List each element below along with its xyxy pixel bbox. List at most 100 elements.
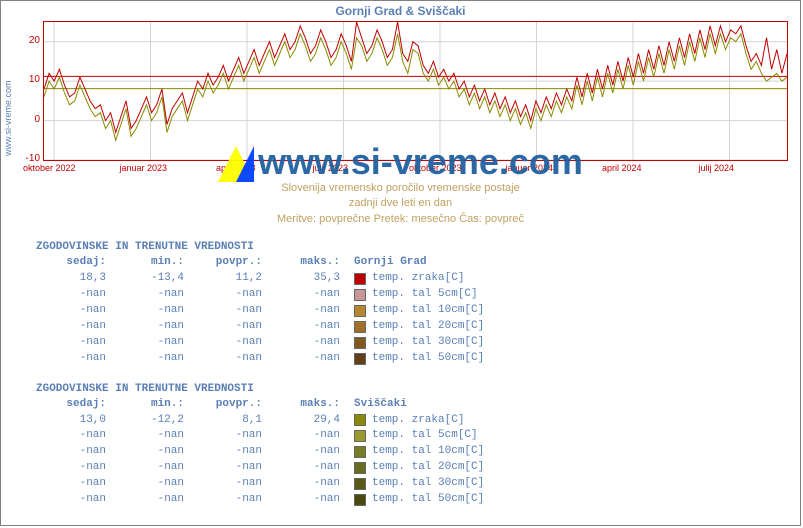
color-swatch-icon xyxy=(354,353,366,365)
table-header-row: sedaj:min.:povpr.:maks.:Gornji Grad xyxy=(36,255,484,271)
table-cell: -nan xyxy=(192,319,270,335)
table-cell: -nan xyxy=(114,444,192,460)
table-cell: -nan xyxy=(36,444,114,460)
table-row: -nan-nan-nan-nantemp. tal 10cm[C] xyxy=(36,444,484,460)
table-cell: -nan xyxy=(114,492,192,508)
color-swatch-icon xyxy=(354,337,366,349)
table-cell: 29,4 xyxy=(270,413,348,429)
table-header-cell: min.: xyxy=(114,255,192,271)
table-cell: -nan xyxy=(192,303,270,319)
table-cell: -nan xyxy=(270,287,348,303)
x-tick-label: januar 2024 xyxy=(505,163,553,173)
x-tick-label: oktober 2023 xyxy=(409,163,462,173)
legend-item: temp. tal 10cm[C] xyxy=(348,444,484,460)
table-cell: -nan xyxy=(192,460,270,476)
table-cell: -nan xyxy=(114,351,192,367)
table-row: -nan-nan-nan-nantemp. tal 20cm[C] xyxy=(36,460,484,476)
table-cell: -nan xyxy=(192,335,270,351)
table-cell: -nan xyxy=(36,476,114,492)
table-cell: -nan xyxy=(270,335,348,351)
legend-item: temp. tal 30cm[C] xyxy=(348,476,484,492)
table-cell: -nan xyxy=(270,428,348,444)
table-cell: 35,3 xyxy=(270,271,348,287)
table-cell: -nan xyxy=(36,335,114,351)
table-cell: -nan xyxy=(192,287,270,303)
color-swatch-icon xyxy=(354,305,366,317)
x-tick-label: oktober 2022 xyxy=(23,163,76,173)
table-cell: -nan xyxy=(270,460,348,476)
table-cell: 8,1 xyxy=(192,413,270,429)
legend-label: temp. tal 5cm[C] xyxy=(372,428,478,444)
legend-item: temp. tal 10cm[C] xyxy=(348,303,484,319)
table-cell: -nan xyxy=(192,351,270,367)
table-cell: -nan xyxy=(36,319,114,335)
table-row: 18,3-13,411,235,3temp. zraka[C] xyxy=(36,271,484,287)
table-station-cell: Gornji Grad xyxy=(348,255,427,271)
legend-label: temp. tal 50cm[C] xyxy=(372,492,484,508)
table-header-row: sedaj:min.:povpr.:maks.:Sviščaki xyxy=(36,397,484,413)
color-swatch-icon xyxy=(354,289,366,301)
table-cell: -nan xyxy=(36,492,114,508)
subtitle-line-1: Slovenija vremensko poročilo vremenske p… xyxy=(1,181,800,196)
table-row: 13,0-12,28,129,4temp. zraka[C] xyxy=(36,413,484,429)
x-tick-label: april 2024 xyxy=(602,163,642,173)
table-cell: -nan xyxy=(114,335,192,351)
x-tick-label: julij 2023 xyxy=(312,163,348,173)
table-cell: -nan xyxy=(192,476,270,492)
table-cell: -nan xyxy=(114,428,192,444)
chart-subtitle: Slovenija vremensko poročilo vremenske p… xyxy=(1,181,800,227)
table-header-cell: maks.: xyxy=(270,397,348,413)
legend-item: temp. tal 20cm[C] xyxy=(348,319,484,335)
table-cell: 11,2 xyxy=(192,271,270,287)
legend-item: temp. tal 30cm[C] xyxy=(348,335,484,351)
color-swatch-icon xyxy=(354,446,366,458)
table-header-cell: maks.: xyxy=(270,255,348,271)
table-row: -nan-nan-nan-nantemp. tal 30cm[C] xyxy=(36,335,484,351)
table-row: -nan-nan-nan-nantemp. tal 20cm[C] xyxy=(36,319,484,335)
table-cell: -nan xyxy=(36,428,114,444)
table-row: -nan-nan-nan-nantemp. tal 50cm[C] xyxy=(36,492,484,508)
legend-label: temp. tal 5cm[C] xyxy=(372,287,478,303)
legend-label: temp. tal 20cm[C] xyxy=(372,460,484,476)
legend-item: temp. zraka[C] xyxy=(348,271,464,287)
table-section: ZGODOVINSKE IN TRENUTNE VREDNOSTIsedaj:m… xyxy=(36,383,484,509)
data-tables: ZGODOVINSKE IN TRENUTNE VREDNOSTI sedaj:m… xyxy=(36,241,484,524)
chart-svg xyxy=(44,22,787,160)
color-swatch-icon xyxy=(354,273,366,285)
table-cell: 13,0 xyxy=(36,413,114,429)
x-tick-label: januar 2023 xyxy=(119,163,167,173)
x-tick-label: april 2023 xyxy=(216,163,256,173)
table-cell: -nan xyxy=(270,351,348,367)
legend-label: temp. tal 10cm[C] xyxy=(372,303,484,319)
color-swatch-icon xyxy=(354,494,366,506)
table-cell: -nan xyxy=(36,460,114,476)
color-swatch-icon xyxy=(354,478,366,490)
legend-label: temp. tal 20cm[C] xyxy=(372,319,484,335)
table-cell: -nan xyxy=(114,287,192,303)
subtitle-line-2: zadnji dve leti en dan xyxy=(1,196,800,211)
chart-container: Gornji Grad & Sviščaki www.si-vreme.com … xyxy=(0,0,801,526)
table-row: -nan-nan-nan-nantemp. tal 5cm[C] xyxy=(36,287,484,303)
table-cell: -nan xyxy=(114,460,192,476)
table-cell: -12,2 xyxy=(114,413,192,429)
color-swatch-icon xyxy=(354,414,366,426)
legend-label: temp. tal 30cm[C] xyxy=(372,476,484,492)
table-header-cell: povpr.: xyxy=(192,397,270,413)
legend-label: temp. tal 10cm[C] xyxy=(372,444,484,460)
legend-label: temp. zraka[C] xyxy=(372,271,464,287)
table-cell: -nan xyxy=(270,303,348,319)
table-row: -nan-nan-nan-nantemp. tal 30cm[C] xyxy=(36,476,484,492)
subtitle-line-3: Meritve: povprečne Pretek: mesečno Čas: … xyxy=(1,212,800,227)
color-swatch-icon xyxy=(354,430,366,442)
table-title: ZGODOVINSKE IN TRENUTNE VREDNOSTI xyxy=(36,241,484,253)
table-cell: -nan xyxy=(36,303,114,319)
table-cell: -nan xyxy=(36,287,114,303)
legend-label: temp. tal 30cm[C] xyxy=(372,335,484,351)
table-cell: -nan xyxy=(114,303,192,319)
table-row: -nan-nan-nan-nantemp. tal 50cm[C] xyxy=(36,351,484,367)
color-swatch-icon xyxy=(354,462,366,474)
legend-item: temp. tal 50cm[C] xyxy=(348,492,484,508)
table-cell: -nan xyxy=(36,351,114,367)
y-tick-label: 20 xyxy=(10,35,40,46)
x-tick-label: julij 2024 xyxy=(698,163,734,173)
